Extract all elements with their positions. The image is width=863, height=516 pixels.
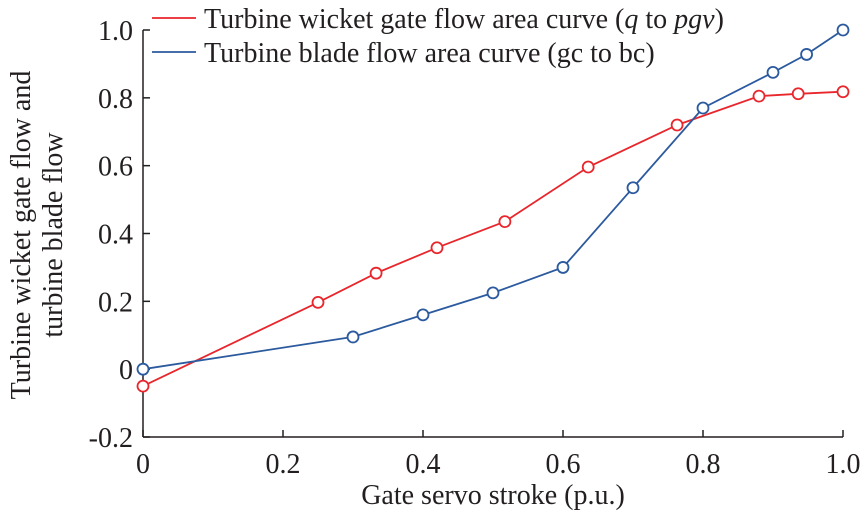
data-point [430, 241, 444, 255]
y-axis-title-line-2: turbine blade flow [38, 132, 69, 338]
data-point [136, 379, 150, 393]
legend: Turbine wicket gate flow area curve (q t… [152, 4, 724, 69]
data-point [416, 308, 430, 322]
data-point [766, 65, 780, 79]
y-axis-title-line-1: Turbine wicket gate flow and [6, 71, 37, 400]
x-tick-label: 0.2 [266, 449, 301, 480]
x-tick-label: 0.4 [406, 449, 441, 480]
data-point [311, 295, 325, 309]
series-lines [136, 23, 850, 393]
data-point [836, 85, 850, 99]
ticks: 0 0.2 0.4 0.6 0.8 1.0-0.200.20.40.60.81.0 [89, 16, 861, 480]
legend-item: Turbine wicket gate flow area curve (q t… [152, 4, 724, 35]
data-point [752, 89, 766, 103]
y-tick-label: 0.4 [98, 220, 133, 251]
y-tick-label: 0.6 [98, 152, 133, 183]
y-tick-label: -0.2 [89, 423, 133, 454]
data-point [800, 48, 813, 61]
data-point [346, 330, 360, 344]
data-point [791, 87, 805, 101]
data-point [556, 261, 570, 274]
x-tick-label: 0.6 [546, 449, 581, 480]
data-point [626, 181, 640, 195]
data-point [581, 160, 595, 174]
y-tick-label: 0 [119, 355, 133, 386]
data-point [670, 118, 684, 132]
data-point [498, 215, 512, 229]
series-line [142, 90, 844, 387]
data-point [696, 101, 710, 115]
data-point [836, 23, 850, 37]
legend-item: Turbine blade flow area curve (gc to bc) [152, 38, 655, 69]
x-tick-label: 0.8 [686, 449, 721, 480]
data-point [486, 286, 500, 300]
y-tick-label: 1.0 [98, 16, 133, 47]
data-point [369, 266, 383, 280]
y-tick-label: 0.2 [98, 287, 133, 318]
series-2 [136, 23, 850, 376]
y-tick-label: 0.8 [98, 84, 133, 115]
series-line [142, 29, 844, 371]
y-axis-title: Turbine wicket gate flow and turbine bla… [6, 71, 69, 400]
series-1 [136, 85, 850, 393]
x-axis-title: Gate servo stroke (p.u.) [361, 480, 625, 511]
data-point [136, 362, 150, 376]
legend-label: Turbine blade flow area curve (gc to bc) [204, 38, 655, 69]
x-tick-label: 0 [136, 449, 150, 480]
legend-label: Turbine wicket gate flow area curve (q t… [204, 4, 724, 35]
x-tick-label: 1.0 [826, 449, 861, 480]
